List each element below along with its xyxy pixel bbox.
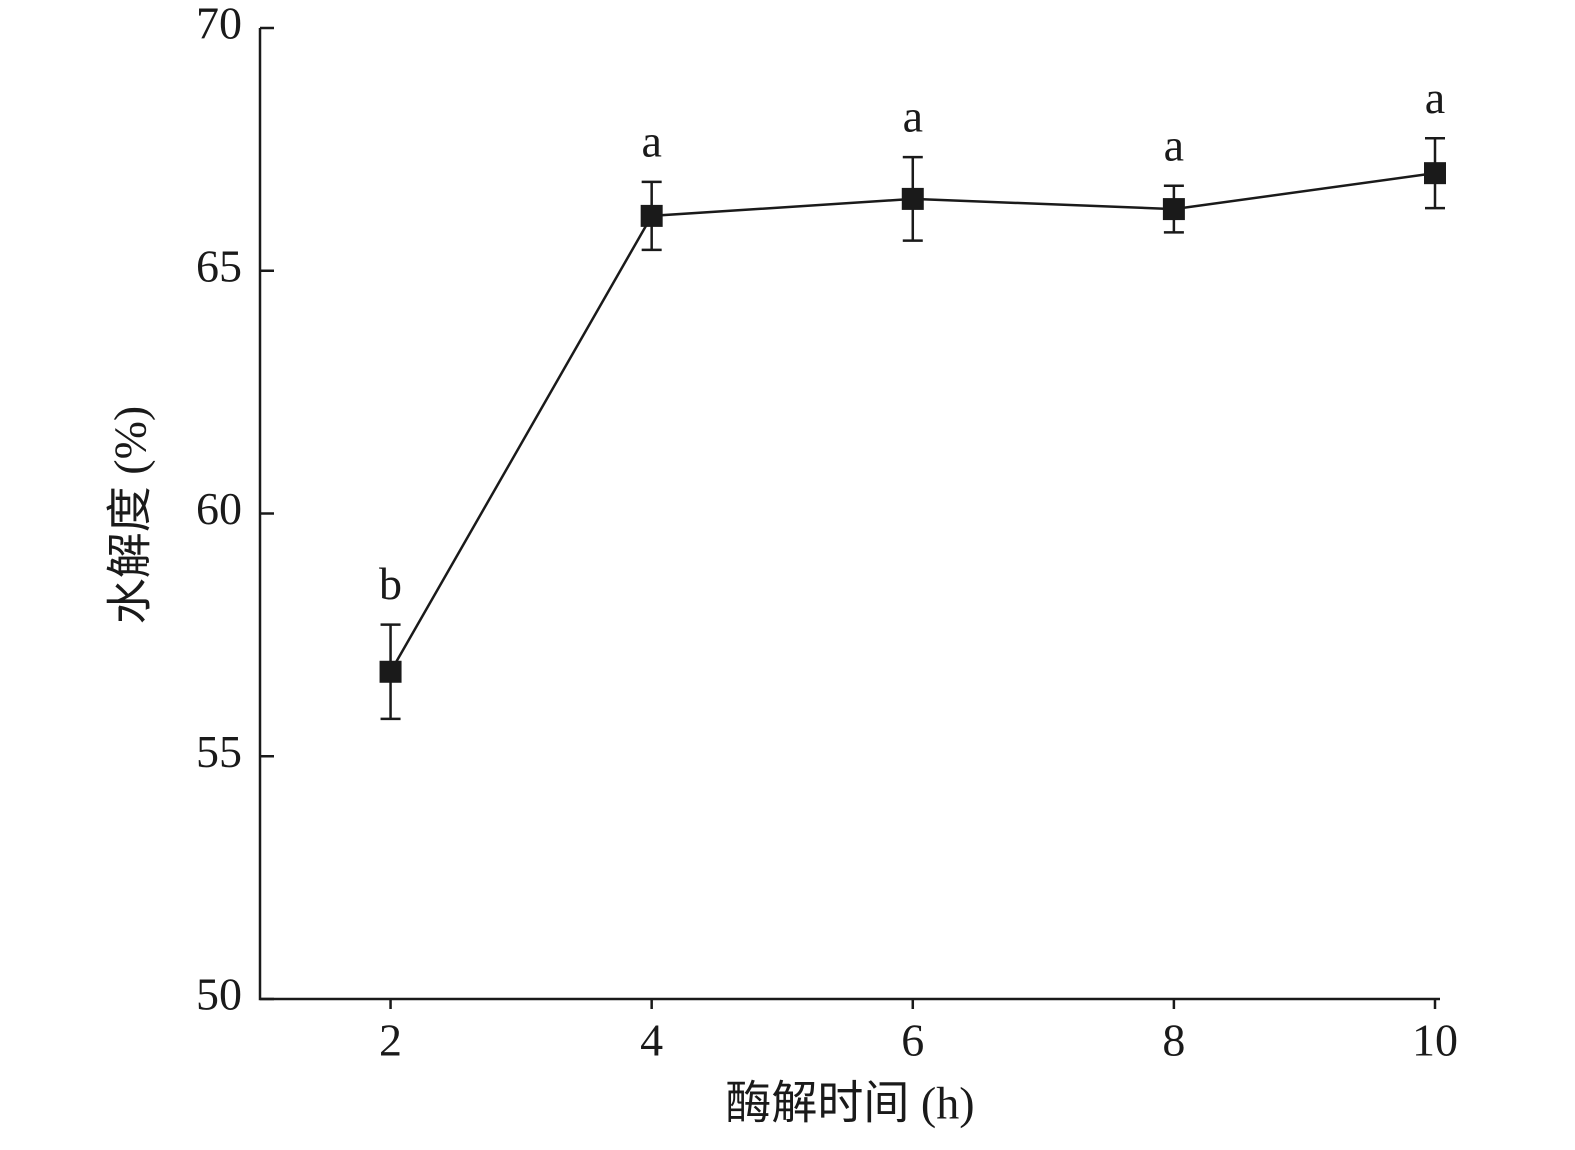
significance-label: a [1425, 72, 1445, 123]
y-tick-label: 65 [196, 240, 242, 291]
x-tick-label: 10 [1412, 1015, 1458, 1066]
x-tick-label: 6 [901, 1015, 924, 1066]
x-tick-label: 4 [640, 1015, 663, 1066]
y-tick-label: 70 [196, 0, 242, 49]
marker [1162, 198, 1185, 221]
significance-label: a [903, 91, 923, 142]
line [389, 171, 1436, 673]
significance-label: a [641, 115, 661, 166]
x-tick-label: 2 [379, 1015, 402, 1066]
x-tick-label: 8 [1162, 1015, 1185, 1066]
significance-label: a [1164, 119, 1184, 170]
significance-label: b [379, 558, 402, 609]
marker [1424, 162, 1446, 185]
marker [901, 187, 924, 210]
marker [640, 204, 663, 227]
x-axis-label: 酶解时间 (h) [725, 1078, 974, 1129]
axes [258, 28, 1440, 1001]
y-tick-label: 55 [196, 726, 242, 777]
y-axis-label: 水解度 (%) [105, 406, 156, 624]
y-tick-label: 50 [196, 969, 242, 1020]
y-tick-label: 60 [196, 483, 242, 534]
marker [379, 660, 402, 683]
